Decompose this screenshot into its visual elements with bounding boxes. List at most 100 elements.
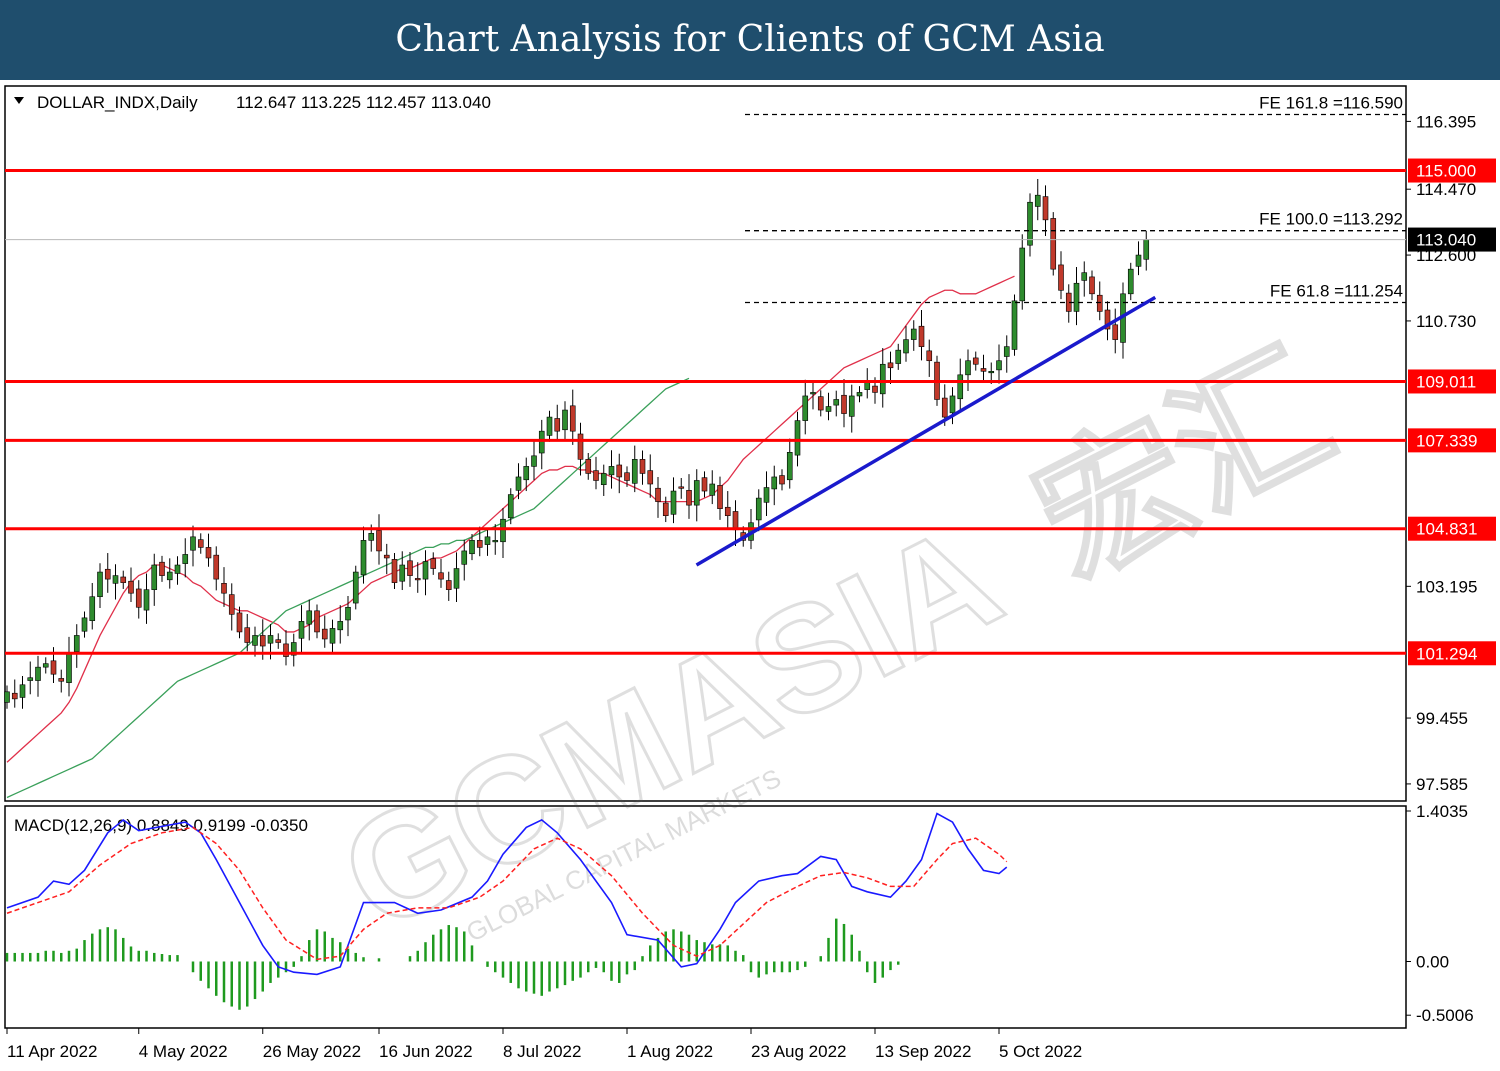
candle-body [166,571,173,581]
time-tick-label: 8 Jul 2022 [503,1042,581,1061]
candle-body [1135,254,1142,267]
candle-body [228,594,235,615]
candle-body [895,349,902,364]
candle-body [515,476,522,491]
candle-body [58,678,65,682]
current-price-tag [1408,227,1496,252]
candle-body [27,677,34,681]
price-panel-frame [4,85,1407,802]
candle-body [1034,194,1041,207]
candle-body [4,691,10,703]
candle-body [290,642,297,656]
candle-body [414,578,421,581]
candle-body [368,533,375,541]
candle-body [965,360,971,376]
candle-body [112,575,119,584]
candle-body [19,684,26,698]
candle-body [624,472,630,481]
candle-body [329,628,336,644]
ma-slow-line [6,377,690,799]
candle-body [1003,346,1010,357]
candle-body [267,635,274,644]
level-price-label: 115.000 [1416,162,1476,181]
candle-body [926,350,933,362]
candle-body [585,459,592,474]
signal-line [6,826,1008,961]
candle-body [538,430,545,454]
candle-body [771,476,778,490]
candle-body [1081,272,1088,281]
candle-body [360,540,367,576]
candle-body [686,490,692,506]
candle-body [213,554,220,580]
candle-body [662,502,669,517]
candle-body [120,576,127,583]
candle-body [438,572,444,580]
candle-body [376,530,382,552]
candle-body [399,564,406,582]
candle-body [1019,247,1026,302]
candle-body [1011,300,1018,350]
candle-body [810,392,816,395]
macd-line [6,812,1008,976]
candle-body [345,606,351,621]
candle-body [81,617,88,632]
candle-body [476,540,483,548]
candle-body [1127,268,1134,295]
level-price-tag [1408,641,1496,666]
candle-body [507,494,514,519]
candle-body [988,370,995,374]
candle-body [73,635,80,652]
header-banner [0,0,1500,80]
candle-body [848,395,855,417]
candle-body [50,660,57,675]
watermark-brand: GCMASIA [316,491,1023,962]
candle-body [608,466,615,476]
macd-tick-label: 1.4035 [1416,802,1468,821]
fibonacci-label: FE 100.0 =113.292 [1259,210,1403,229]
candle-body [593,470,599,481]
candle-body [383,554,390,559]
candle-body [174,564,181,574]
candle-body [631,459,638,484]
time-tick-label: 5 Oct 2022 [999,1042,1082,1061]
candle-body [252,635,258,646]
candle-body [1073,282,1080,312]
candle-body [236,612,243,633]
candle-body [996,360,1002,371]
candle-body [11,692,18,700]
macd-title: MACD(12,26,9) 0.8849 0.9199 -0.0350 [14,816,308,835]
candle-body [97,571,103,598]
candle-body [259,635,266,647]
candle-body [205,547,212,559]
candle-body [647,470,654,485]
candle-body [949,395,956,414]
candle-body [244,627,251,643]
candle-body [197,539,204,548]
level-price-tag [1408,428,1496,453]
time-tick-label: 26 May 2022 [263,1042,361,1061]
candle-body [972,357,979,365]
candle-body [1143,239,1150,260]
time-tick-label: 23 Aug 2022 [751,1042,846,1061]
candle-body [337,621,344,631]
candle-body [531,455,537,467]
candle-body [910,328,917,340]
candle-body [879,363,886,395]
level-price-label: 109.011 [1416,372,1476,391]
candle-body [453,568,460,589]
price-tick-label: 103.195 [1416,577,1477,596]
candle-body [562,409,568,431]
candle-body [600,473,607,486]
candle-body [407,560,413,576]
candle-body [779,475,785,485]
dropdown-arrow-icon[interactable] [14,97,24,104]
candle-body [569,405,576,432]
candle-body [430,558,437,569]
time-tick-label: 11 Apr 2022 [7,1042,97,1061]
symbol-title: DOLLAR_INDX,Daily [37,93,198,112]
candle-body [89,596,96,621]
ohlc-values: 112.647 113.225 112.457 113.040 [236,93,491,112]
candle-body [678,486,685,489]
